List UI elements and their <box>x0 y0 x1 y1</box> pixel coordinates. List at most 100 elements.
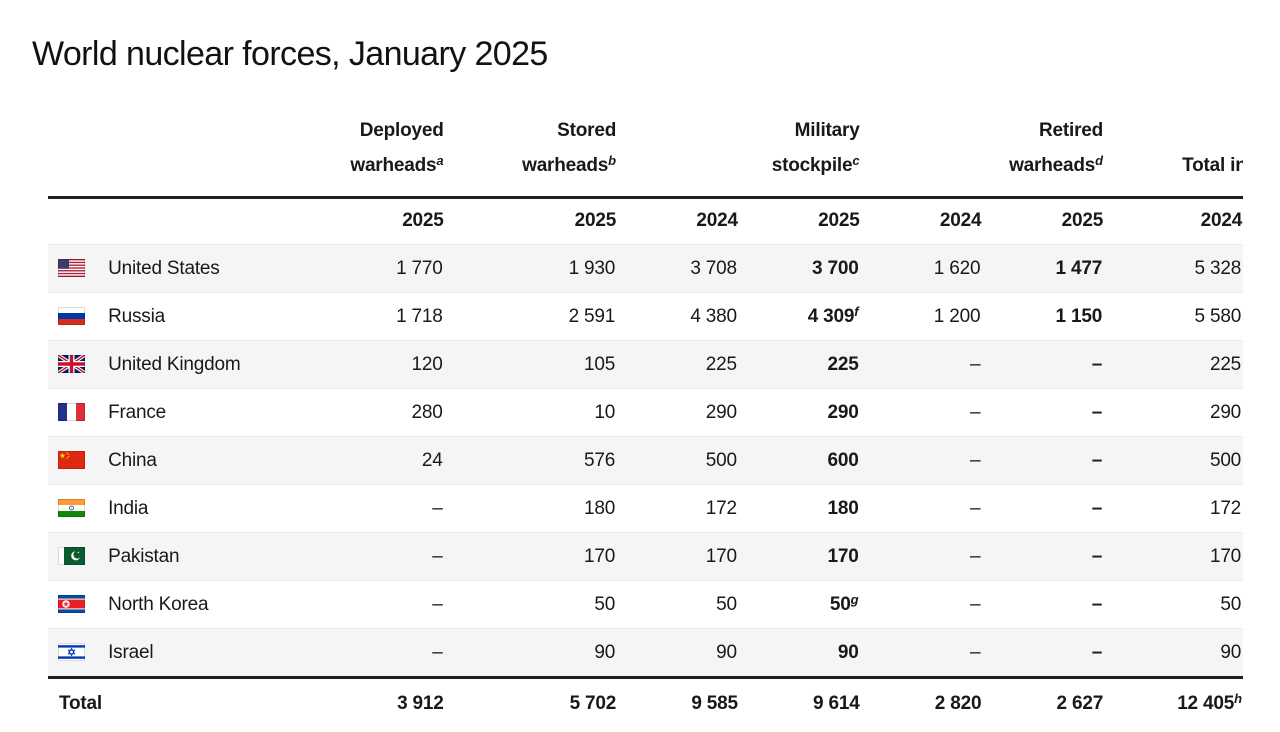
cell-stockpile-2024: 172 <box>616 484 738 533</box>
country-name: Russia <box>108 306 165 327</box>
cell-stockpile-2025: 225 <box>737 340 860 389</box>
uk-flag-icon <box>58 355 85 373</box>
cell-total-2024: 225 <box>1103 340 1243 389</box>
country-name: China <box>108 450 157 471</box>
total-stockpile-2024: 9 585 <box>616 676 738 722</box>
footnote-marker-f: f <box>854 304 859 319</box>
total-retired-2025: 2 627 <box>981 676 1103 722</box>
footnote-marker-a: a <box>436 153 444 168</box>
cell-stockpile-2024: 500 <box>616 436 738 485</box>
cell-retired-2024: 1 620 <box>859 244 982 293</box>
year-header-total-2024: 2024 <box>1200 210 1243 231</box>
footnote-marker-c: c <box>852 153 860 168</box>
cell-stored: 170 <box>443 532 617 581</box>
country-name: Pakistan <box>108 546 180 567</box>
cell-total-2024: 50 <box>1103 580 1243 629</box>
page-title: World nuclear forces, January 2025 <box>32 34 548 73</box>
total-stored: 5 702 <box>443 676 616 722</box>
india-flag-icon <box>58 499 85 517</box>
table-row-russia: Russia 1 718 2 591 4 380 4 309f 1 200 1 … <box>48 292 1243 341</box>
cell-stockpile-2024: 290 <box>616 388 738 437</box>
cell-stockpile-2024: 50 <box>616 580 738 629</box>
cell-retired-2025: – <box>981 340 1104 389</box>
column-header-deployed-warheads: Deployed warheadsa <box>306 100 444 199</box>
cell-stored: 1 930 <box>443 244 617 293</box>
footnote-marker-g: g <box>850 592 859 607</box>
cell-deployed: 24 <box>306 436 444 485</box>
cell-total-2024: 500 <box>1103 436 1243 485</box>
year-header-stored-2025: 2025 <box>574 210 617 231</box>
cell-stockpile-2024: 3 708 <box>616 244 738 293</box>
table-row-pakistan: Pakistan – 170 170 170 – – 170 <box>48 532 1243 581</box>
year-header-retired-2024: 2024 <box>939 210 982 231</box>
cell-stockpile-2025: 170 <box>737 532 860 581</box>
total-row: Total 3 912 5 702 9 585 9 614 2 820 2 62… <box>48 676 1243 722</box>
cell-deployed: – <box>306 580 444 629</box>
france-flag-icon <box>58 403 85 421</box>
china-flag-icon <box>58 451 85 469</box>
cell-retired-2024: – <box>859 484 982 533</box>
table-row-india: India – 180 172 180 – – 172 <box>48 484 1243 533</box>
cell-retired-2024: – <box>859 340 982 389</box>
year-header-row: 2025 2025 2024 2025 2024 2025 2024 <box>48 198 1243 245</box>
cell-stored: 576 <box>443 436 617 485</box>
cell-stockpile-2025: 290 <box>737 388 860 437</box>
country-name: United Kingdom <box>108 354 241 375</box>
column-header-total-inventory: Total inventory <box>1103 100 1243 199</box>
cell-retired-2024: – <box>859 532 982 581</box>
year-header-stockpile-2025: 2025 <box>818 210 860 231</box>
footnote-marker-b: b <box>608 153 617 168</box>
column-group-header-row: Deployed warheadsa Stored warheadsb Mili… <box>48 100 1243 199</box>
table-row-france: France 280 10 290 290 – – 290 <box>48 388 1243 437</box>
country-name: India <box>108 498 149 519</box>
total-deployed: 3 912 <box>306 676 444 722</box>
cell-stockpile-2025: 4 309f <box>737 292 860 341</box>
cell-stored: 105 <box>443 340 617 389</box>
country-name: United States <box>108 258 220 279</box>
cell-stored: 10 <box>443 388 617 437</box>
column-header-retired-warheads: Retired warheadsd <box>859 100 1103 199</box>
cell-deployed: 280 <box>306 388 444 437</box>
cell-deployed: 120 <box>306 340 444 389</box>
table-scroll-container[interactable]: Deployed warheadsa Stored warheadsb Mili… <box>48 100 1243 722</box>
cell-deployed: 1 718 <box>306 292 444 341</box>
table-row-israel: Israel – 90 90 90 – – 90 <box>48 628 1243 678</box>
cell-retired-2025: – <box>981 628 1104 678</box>
cell-deployed: – <box>306 484 444 533</box>
nuclear-forces-table: Deployed warheadsa Stored warheadsb Mili… <box>48 100 1243 722</box>
cell-retired-2025: – <box>981 580 1104 629</box>
total-label: Total <box>48 676 307 722</box>
column-header-military-stockpile: Military stockpilec <box>616 100 860 199</box>
cell-deployed: – <box>306 532 444 581</box>
north-korea-flag-icon <box>58 595 85 613</box>
israel-flag-icon <box>58 643 85 661</box>
country-name: Israel <box>108 642 154 663</box>
cell-total-2024: 5 328 <box>1103 244 1243 293</box>
cell-stockpile-2025: 50g <box>737 580 860 629</box>
cell-stored: 50 <box>443 580 617 629</box>
country-name: North Korea <box>108 594 209 615</box>
cell-retired-2025: – <box>981 436 1104 485</box>
cell-total-2024: 170 <box>1103 532 1243 581</box>
cell-stored: 90 <box>443 628 617 678</box>
cell-deployed: – <box>306 628 444 678</box>
cell-retired-2025: – <box>981 532 1104 581</box>
total-inventory-2024: 12 405h <box>1103 676 1243 722</box>
year-header-deployed-2025: 2025 <box>402 210 444 231</box>
us-flag-icon <box>58 259 85 277</box>
cell-stockpile-2024: 4 380 <box>616 292 738 341</box>
cell-retired-2025: 1 150 <box>981 292 1104 341</box>
cell-total-2024: 290 <box>1103 388 1243 437</box>
column-header-stored-warheads: Stored warheadsb <box>443 100 617 199</box>
cell-stockpile-2024: 225 <box>616 340 738 389</box>
cell-stockpile-2025: 3 700 <box>737 244 860 293</box>
total-stockpile-2025: 9 614 <box>737 676 860 722</box>
footnote-marker-h: h <box>1234 691 1243 706</box>
cell-deployed: 1 770 <box>306 244 444 293</box>
cell-stored: 2 591 <box>443 292 617 341</box>
cell-stored: 180 <box>443 484 617 533</box>
cell-retired-2024: 1 200 <box>859 292 982 341</box>
cell-retired-2024: – <box>859 436 982 485</box>
table-row-china: China 24 576 500 600 – – 500 <box>48 436 1243 485</box>
